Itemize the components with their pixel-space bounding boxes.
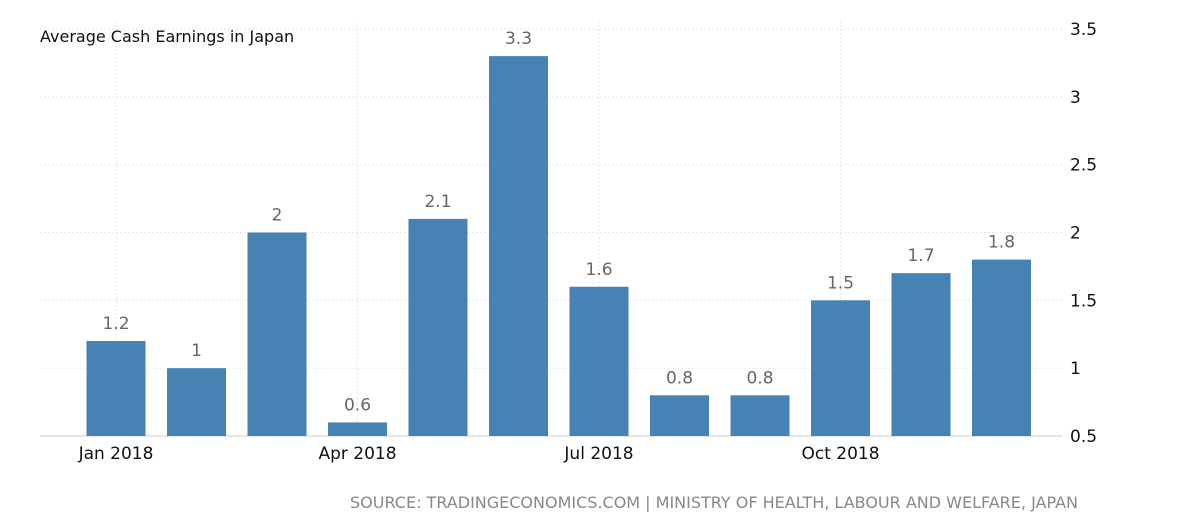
data-label: 2 [272, 206, 283, 226]
y-tick-label: 3 [1070, 88, 1081, 108]
y-tick-label: 0.5 [1070, 427, 1097, 447]
data-label: 2.1 [424, 192, 451, 212]
bar [489, 56, 548, 437]
data-labels: 1.2 1 2 0.6 2.1 3.3 1.6 0.8 0.8 1.5 1.7 1.8 [102, 29, 1015, 415]
data-label: 3.3 [505, 29, 532, 49]
y-axis: 0.5 1 1.5 2 2.5 3 3.5 [1070, 20, 1097, 447]
y-tick-label: 1.5 [1070, 291, 1097, 311]
data-label: 1 [191, 341, 202, 361]
bar [891, 273, 951, 436]
x-tick-label: Jul 2018 [563, 444, 633, 464]
bar [247, 232, 307, 436]
bar [569, 286, 629, 436]
bar [972, 259, 1031, 436]
bar [328, 422, 387, 436]
y-tick-label: 2.5 [1070, 156, 1097, 176]
bars [86, 56, 1031, 437]
data-label: 1.2 [102, 314, 129, 334]
x-axis: Jan 2018 Apr 2018 Jul 2018 Oct 2018 [78, 444, 880, 464]
y-tick-label: 3.5 [1070, 20, 1097, 40]
source-text: SOURCE: TRADINGECONOMICS.COM | MINISTRY … [350, 493, 1078, 512]
data-label: 0.8 [746, 368, 773, 388]
bar [86, 341, 146, 436]
x-tick-label: Jan 2018 [78, 444, 154, 464]
data-label: 1.8 [988, 233, 1015, 253]
bar [811, 300, 870, 436]
data-label: 0.6 [344, 395, 371, 415]
y-tick-label: 2 [1070, 224, 1081, 244]
bar [650, 395, 709, 436]
x-tick-label: Apr 2018 [318, 444, 396, 464]
x-tick-label: Oct 2018 [801, 444, 879, 464]
y-tick-label: 1 [1070, 359, 1081, 379]
data-label: 1.6 [585, 260, 612, 280]
data-label: 0.8 [666, 368, 693, 388]
data-label: 1.7 [907, 246, 934, 266]
data-label: 1.5 [827, 273, 854, 293]
bar [167, 368, 226, 436]
chart-title: Average Cash Earnings in Japan [40, 27, 294, 46]
bar [730, 395, 790, 436]
bar [408, 218, 468, 436]
